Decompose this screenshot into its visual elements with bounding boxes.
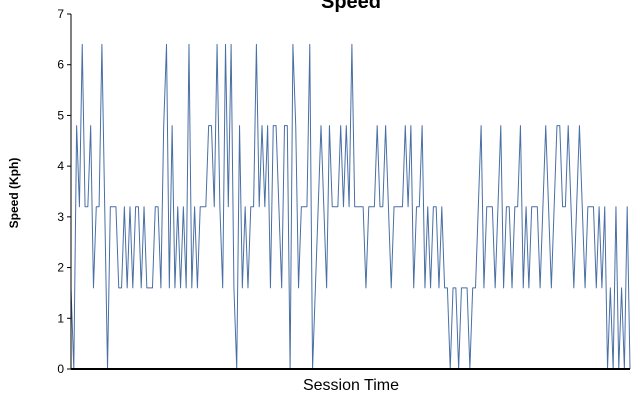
y-tick-label-6: 6 — [57, 58, 64, 72]
y-tick-label-5: 5 — [57, 108, 64, 122]
y-axis-tick-labels: 0 1 2 3 4 5 6 7 — [57, 7, 64, 376]
y-axis-title: Speed (Kph) — [7, 158, 21, 229]
y-tick-label-4: 4 — [57, 159, 64, 173]
y-tick-label-3: 3 — [57, 210, 64, 224]
chart-title: Speed — [321, 0, 381, 13]
y-tick-label-0: 0 — [57, 362, 64, 376]
x-axis-title: Session Time — [303, 377, 399, 394]
y-axis-ticks — [67, 13, 71, 370]
speed-series-line — [70, 43, 631, 370]
y-tick-label-1: 1 — [57, 311, 64, 325]
y-tick-label-2: 2 — [57, 261, 64, 275]
y-tick-label-7: 7 — [57, 7, 64, 21]
